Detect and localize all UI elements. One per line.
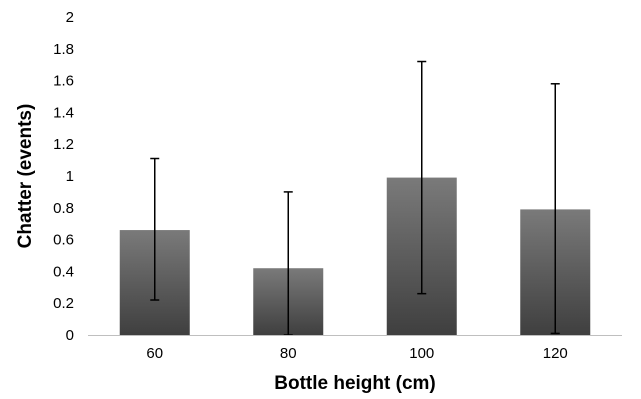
x-axis-tick-labels: 60 80 100 120 — [146, 345, 567, 362]
error-bars — [150, 60, 560, 336]
y-axis-tick-labels: 0 0.2 0.4 0.6 0.8 1 1.2 1.4 1.6 1.8 2 — [53, 9, 74, 344]
error-bar — [550, 83, 560, 335]
error-bar — [417, 60, 427, 295]
y-tick-label: 0.4 — [53, 263, 74, 280]
y-tick-label: 0.8 — [53, 200, 74, 217]
error-bar — [150, 157, 160, 301]
y-tick-label: 2 — [66, 9, 74, 26]
y-tick-label: 1.8 — [53, 41, 74, 58]
bars — [119, 177, 591, 335]
y-tick-label: 1 — [66, 168, 74, 185]
x-tick-label: 80 — [280, 345, 297, 362]
y-tick-label: 1.2 — [53, 136, 74, 153]
y-tick-label: 1.4 — [53, 104, 74, 121]
y-tick-label: 0.6 — [53, 232, 74, 249]
y-tick-label: 0 — [66, 327, 74, 344]
x-axis-title: Bottle height (cm) — [274, 373, 436, 394]
x-tick-label: 60 — [146, 345, 163, 362]
x-tick-label: 100 — [409, 345, 434, 362]
x-tick-label: 120 — [543, 345, 568, 362]
y-tick-label: 0.2 — [53, 295, 74, 312]
y-axis-title: Chatter (events) — [15, 104, 36, 249]
y-tick-label: 1.6 — [53, 73, 74, 90]
